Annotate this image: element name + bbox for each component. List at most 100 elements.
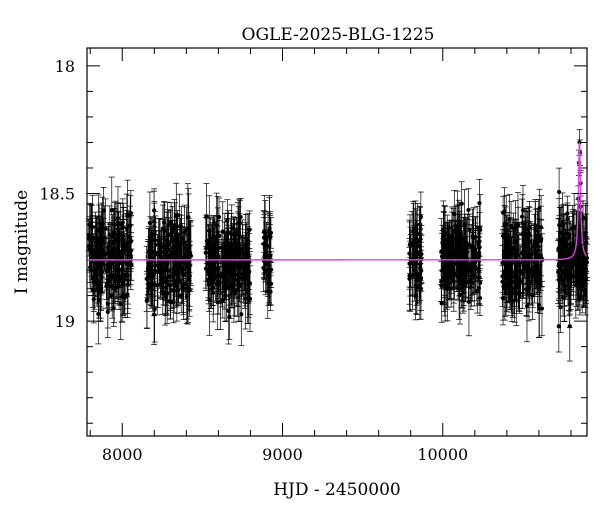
data-point (218, 258, 225, 290)
data-point (126, 211, 133, 263)
data-point (93, 255, 100, 292)
data-point (445, 241, 452, 285)
data-point (120, 250, 127, 316)
data-point (267, 215, 274, 260)
data-point (151, 275, 158, 343)
x-axis-label: HJD - 2450000 (273, 480, 401, 500)
data-point (499, 232, 506, 294)
y-tick-label: 18 (55, 57, 75, 76)
data-point (572, 251, 579, 319)
data-point (99, 222, 106, 279)
data-point (244, 213, 251, 267)
x-tick-label: 10000 (417, 445, 468, 464)
data-point (89, 215, 96, 262)
data-point (173, 261, 180, 308)
data-point (160, 237, 167, 288)
data-point (102, 198, 109, 259)
data-point (179, 272, 186, 304)
data-point (175, 273, 182, 306)
data-point (206, 215, 213, 280)
data-point (555, 260, 562, 300)
data-point (500, 195, 507, 230)
data-point (268, 251, 275, 288)
data-point (413, 246, 420, 316)
data-point (114, 186, 121, 250)
data-point (472, 230, 479, 294)
data-point (511, 228, 518, 274)
data-point (206, 263, 213, 336)
data-point (202, 246, 209, 292)
data-point (245, 255, 252, 324)
data-point (237, 248, 244, 282)
data-point (503, 274, 510, 313)
data-point (501, 250, 508, 299)
data-point (168, 219, 175, 287)
data-point (235, 250, 242, 322)
plot-frame (86, 47, 588, 437)
axis-ticks (87, 48, 587, 436)
data-point (230, 228, 237, 277)
data-point (560, 214, 567, 258)
data-point (162, 216, 169, 279)
data-point (230, 239, 237, 304)
data-points-layer (85, 129, 590, 362)
data-point (558, 232, 565, 297)
data-point (406, 246, 413, 311)
data-point (145, 241, 152, 293)
data-point (520, 224, 527, 264)
data-point (157, 239, 164, 286)
data-point (438, 261, 445, 303)
data-point (440, 200, 447, 260)
y-axis-label: I magnitude (12, 190, 32, 294)
data-point (450, 239, 457, 312)
data-point (455, 221, 462, 283)
data-point (465, 188, 472, 232)
data-point (515, 264, 522, 309)
data-point (466, 227, 473, 300)
data-point (505, 249, 512, 285)
axis-tick-labels: 8000 9000 10000 18 18.5 19 (39, 57, 468, 464)
data-point (221, 243, 228, 296)
data-point (561, 250, 568, 322)
data-point (566, 291, 573, 362)
data-point (418, 249, 425, 292)
x-tick-label: 8000 (102, 445, 143, 464)
data-point (263, 223, 270, 266)
data-point (234, 223, 241, 275)
data-point (514, 234, 521, 267)
data-point (149, 240, 156, 308)
data-point (456, 258, 463, 320)
data-point (205, 224, 212, 263)
data-point (475, 226, 482, 262)
data-point (226, 241, 233, 286)
y-tick-label: 18.5 (39, 185, 75, 204)
data-point (115, 255, 122, 288)
y-tick-label: 19 (55, 312, 75, 331)
data-point (503, 224, 510, 278)
data-point (123, 193, 130, 264)
data-point (444, 256, 451, 322)
data-point (526, 252, 533, 313)
chart-title: OGLE-2025-BLG-1225 (242, 25, 435, 45)
model-curve-layer (87, 142, 588, 261)
data-point (451, 190, 458, 239)
x-tick-label: 9000 (262, 445, 303, 464)
data-point (450, 220, 457, 282)
data-point (536, 279, 543, 338)
data-point (159, 268, 166, 315)
data-point (107, 223, 114, 262)
data-point (555, 300, 562, 353)
data-point (145, 255, 152, 289)
data-point (232, 233, 239, 297)
data-point (409, 211, 416, 279)
data-point (572, 239, 579, 275)
model-curve (87, 142, 588, 261)
data-point (105, 252, 112, 309)
data-point (86, 203, 93, 246)
data-point (264, 264, 271, 319)
data-point (261, 211, 268, 253)
data-point (535, 234, 542, 278)
data-point (454, 190, 461, 262)
data-point (184, 257, 191, 325)
